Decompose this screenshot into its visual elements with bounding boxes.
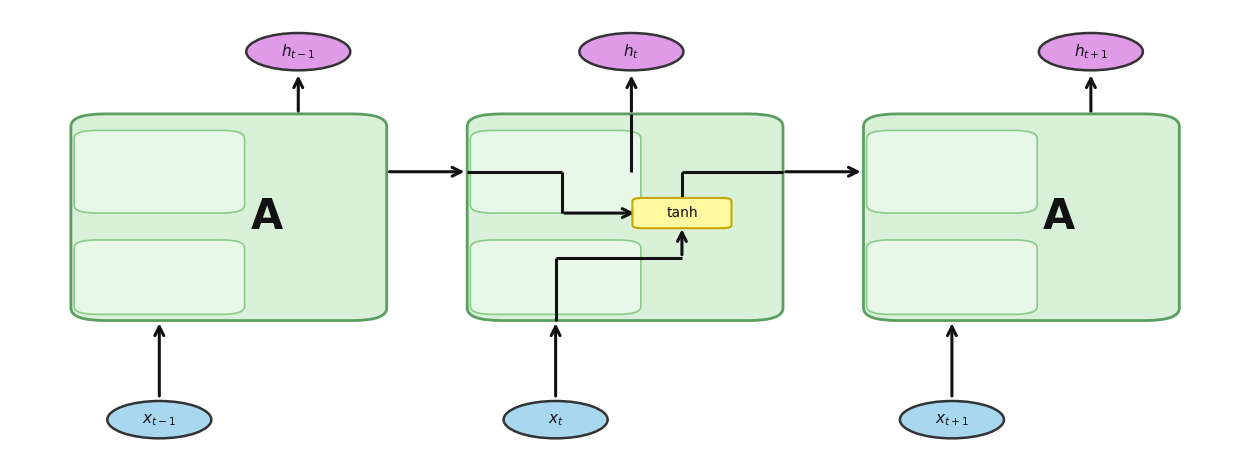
Text: $x_{t-1}$: $x_{t-1}$	[142, 412, 177, 427]
Text: tanh: tanh	[666, 206, 698, 220]
Circle shape	[107, 401, 211, 438]
Circle shape	[504, 401, 607, 438]
Text: $h_t$: $h_t$	[623, 42, 639, 61]
FancyBboxPatch shape	[632, 198, 731, 228]
FancyBboxPatch shape	[75, 240, 245, 315]
FancyBboxPatch shape	[71, 114, 387, 320]
Text: $x_{t+1}$: $x_{t+1}$	[934, 412, 969, 427]
Text: $h_{t+1}$: $h_{t+1}$	[1074, 42, 1108, 61]
Text: $h_{t-1}$: $h_{t-1}$	[281, 42, 316, 61]
Text: $x_t$: $x_t$	[547, 412, 564, 427]
FancyBboxPatch shape	[468, 114, 782, 320]
Circle shape	[246, 33, 351, 70]
FancyBboxPatch shape	[75, 130, 245, 213]
Circle shape	[1039, 33, 1143, 70]
FancyBboxPatch shape	[867, 240, 1037, 315]
FancyBboxPatch shape	[867, 130, 1037, 213]
FancyBboxPatch shape	[863, 114, 1179, 320]
FancyBboxPatch shape	[470, 240, 641, 315]
Circle shape	[580, 33, 683, 70]
FancyBboxPatch shape	[470, 130, 641, 213]
Text: A: A	[1044, 196, 1075, 238]
Circle shape	[899, 401, 1004, 438]
Text: A: A	[250, 196, 282, 238]
